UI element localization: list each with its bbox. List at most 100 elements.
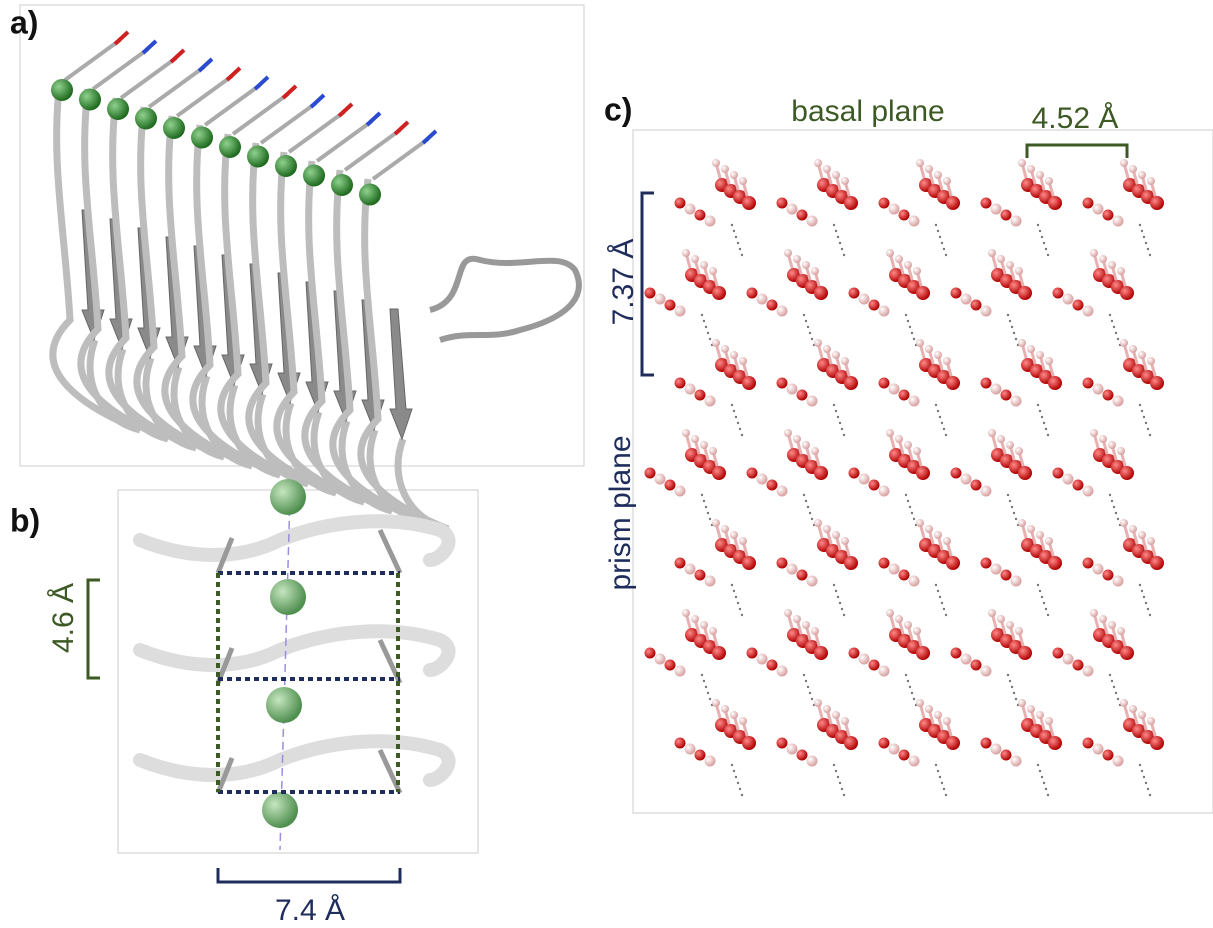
oxygen bbox=[991, 564, 1002, 575]
hydrogen bbox=[832, 171, 840, 179]
h-bond-dot bbox=[833, 224, 835, 226]
oxygen bbox=[1063, 474, 1074, 485]
oxygen bbox=[916, 466, 930, 480]
oxygen bbox=[797, 210, 808, 221]
hydrogen bbox=[691, 435, 699, 443]
h-bond-dot bbox=[811, 518, 813, 520]
h-bond-dot bbox=[833, 764, 835, 766]
h-bond-dot bbox=[841, 788, 843, 790]
oxygen bbox=[951, 288, 962, 299]
oxygen bbox=[844, 556, 858, 570]
oxygen bbox=[665, 480, 676, 491]
h-bond-dot bbox=[843, 254, 845, 256]
oxygen bbox=[916, 286, 930, 300]
h-bond-dot bbox=[1117, 698, 1119, 700]
h-bond-dot bbox=[937, 770, 939, 772]
h-bond-dot bbox=[937, 230, 939, 232]
oxygen bbox=[971, 660, 982, 671]
ion bbox=[266, 687, 302, 723]
oxygen bbox=[946, 196, 960, 210]
ion bbox=[262, 792, 298, 828]
h-bond-dot bbox=[739, 248, 741, 250]
oxygen bbox=[695, 570, 706, 581]
h-bond-dot bbox=[731, 764, 733, 766]
h-bond-dot bbox=[913, 518, 915, 520]
h-bond-dot bbox=[1139, 764, 1141, 766]
ion bbox=[191, 127, 213, 149]
oxygen bbox=[981, 378, 992, 389]
oxygen bbox=[1083, 738, 1094, 749]
h-bond-dot bbox=[1013, 512, 1015, 514]
oxygen bbox=[991, 744, 1002, 755]
hydrogen bbox=[997, 255, 1005, 263]
oxygen bbox=[849, 648, 860, 659]
oxygen bbox=[981, 666, 992, 677]
hydrogen bbox=[913, 627, 921, 635]
h-bond-dot bbox=[1141, 230, 1143, 232]
hydrogen bbox=[841, 357, 849, 365]
hydrogen bbox=[811, 627, 819, 635]
oxygen bbox=[889, 204, 900, 215]
hydrogen bbox=[913, 447, 921, 455]
h-bond-dot bbox=[945, 794, 947, 796]
hydrogen bbox=[1027, 705, 1035, 713]
oxygen bbox=[1001, 210, 1012, 221]
oxygen bbox=[1083, 486, 1094, 497]
ion bbox=[275, 155, 297, 177]
hydrogen bbox=[895, 255, 903, 263]
hydrogen bbox=[1036, 171, 1044, 179]
h-bond-dot bbox=[1047, 614, 1049, 616]
h-bond-dot bbox=[1007, 674, 1009, 676]
oxygen bbox=[645, 648, 656, 659]
hydrogen bbox=[739, 177, 747, 185]
hydrogen bbox=[841, 717, 849, 725]
oxygen bbox=[1093, 384, 1104, 395]
hydrogen bbox=[1045, 537, 1053, 545]
hydrogen bbox=[1027, 525, 1035, 533]
h-bond-dot bbox=[1113, 326, 1115, 328]
hydrogen bbox=[802, 441, 810, 449]
oxygen bbox=[695, 210, 706, 221]
hydrogen bbox=[1015, 267, 1023, 275]
oxygen bbox=[645, 468, 656, 479]
oxygen bbox=[1083, 558, 1094, 569]
hydrogen bbox=[1090, 609, 1098, 617]
oxygen bbox=[879, 558, 890, 569]
panel-label: c) bbox=[604, 91, 632, 127]
hydrogen bbox=[712, 339, 720, 347]
oxygen bbox=[961, 294, 972, 305]
oxygen bbox=[1001, 570, 1012, 581]
oxygen bbox=[1048, 736, 1062, 750]
hydrogen bbox=[1138, 711, 1146, 719]
hydrogen bbox=[1045, 177, 1053, 185]
oxygen bbox=[757, 654, 768, 665]
oxygen bbox=[675, 666, 686, 677]
oxygen bbox=[1113, 756, 1124, 767]
h-bond-dot bbox=[1011, 326, 1013, 328]
oxygen bbox=[1011, 216, 1022, 227]
oxygen bbox=[1018, 466, 1032, 480]
h-bond-dot bbox=[937, 410, 939, 412]
oxygen bbox=[916, 646, 930, 660]
h-bond-dot bbox=[1013, 692, 1015, 694]
h-bond-dot bbox=[701, 674, 703, 676]
hydrogen bbox=[934, 351, 942, 359]
h-bond-dot bbox=[1139, 224, 1141, 226]
oxygen bbox=[1103, 210, 1114, 221]
hydrogen bbox=[988, 609, 996, 617]
h-bond-dot bbox=[839, 422, 841, 424]
hydrogen bbox=[841, 537, 849, 545]
h-bond-dot bbox=[941, 422, 943, 424]
h-bond-dot bbox=[839, 782, 841, 784]
oxygen bbox=[742, 736, 756, 750]
oxygen bbox=[675, 558, 686, 569]
hydrogen bbox=[823, 165, 831, 173]
oxygen bbox=[889, 384, 900, 395]
hydrogen bbox=[925, 525, 933, 533]
hydrogen bbox=[916, 699, 924, 707]
h-bond-dot bbox=[943, 428, 945, 430]
h-bond-dot bbox=[1117, 518, 1119, 520]
oxygen bbox=[981, 486, 992, 497]
hydrogen bbox=[1120, 699, 1128, 707]
hydrogen bbox=[784, 429, 792, 437]
